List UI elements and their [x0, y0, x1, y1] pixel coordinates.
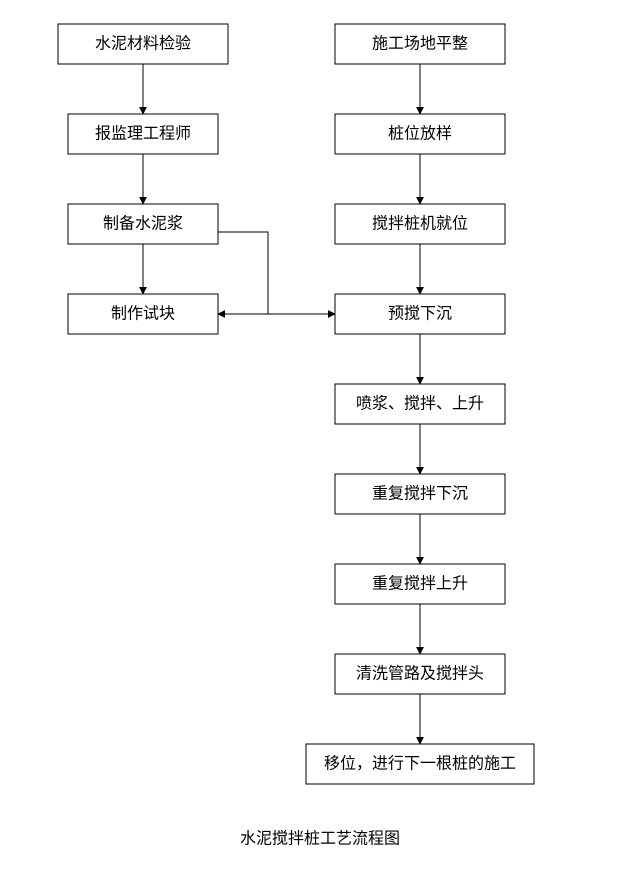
- node-r3: 搅拌桩机就位: [335, 204, 505, 244]
- node-r2: 桩位放样: [335, 114, 505, 154]
- node-l1: 水泥材料检验: [58, 24, 228, 64]
- node-r8: 清洗管路及搅拌头: [335, 654, 505, 694]
- node-r3-label: 搅拌桩机就位: [372, 215, 468, 233]
- nodes-layer: 水泥材料检验报监理工程师制备水泥浆制作试块 施工场地平整桩位放样搅拌桩机就位预搅下…: [58, 24, 534, 784]
- node-l2: 报监理工程师: [68, 114, 218, 154]
- node-r7: 重复搅拌上升: [335, 564, 505, 604]
- node-r5: 喷浆、搅拌、上升: [335, 384, 505, 424]
- edge-l3-r4: [218, 232, 335, 314]
- node-r8-label: 清洗管路及搅拌头: [356, 665, 484, 683]
- node-l3-label: 制备水泥浆: [103, 215, 183, 233]
- node-l1-label: 水泥材料检验: [95, 35, 191, 53]
- node-r1: 施工场地平整: [335, 24, 505, 64]
- node-r2-label: 桩位放样: [388, 125, 452, 143]
- node-r6-label: 重复搅拌下沉: [372, 485, 468, 503]
- node-r9: 移位，进行下一根桩的施工: [306, 744, 534, 784]
- node-r9-label: 移位，进行下一根桩的施工: [324, 755, 516, 773]
- caption: 水泥搅拌桩工艺流程图: [240, 830, 400, 848]
- node-r4: 预搅下沉: [335, 294, 505, 334]
- node-r7-label: 重复搅拌上升: [372, 575, 468, 593]
- node-r1-label: 施工场地平整: [372, 35, 468, 53]
- node-r4-label: 预搅下沉: [388, 305, 452, 323]
- node-l4: 制作试块: [68, 294, 218, 334]
- flowchart-canvas: 水泥材料检验报监理工程师制备水泥浆制作试块 施工场地平整桩位放样搅拌桩机就位预搅下…: [0, 0, 632, 879]
- node-l4-label: 制作试块: [111, 305, 175, 323]
- node-l2-label: 报监理工程师: [95, 125, 191, 143]
- node-l3: 制备水泥浆: [68, 204, 218, 244]
- node-r6: 重复搅拌下沉: [335, 474, 505, 514]
- node-r5-label: 喷浆、搅拌、上升: [356, 395, 484, 413]
